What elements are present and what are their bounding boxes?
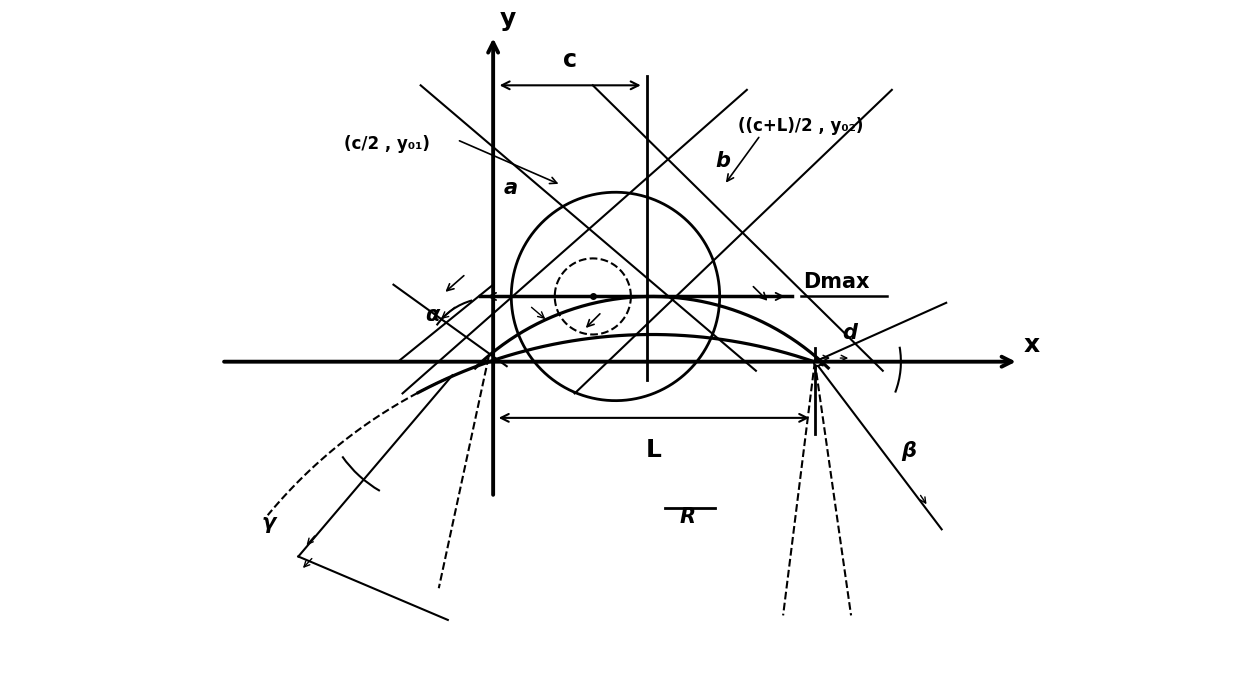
Text: R: R bbox=[680, 507, 696, 527]
Text: d: d bbox=[842, 323, 857, 343]
Text: ((c+L)/2 , y₀₂): ((c+L)/2 , y₀₂) bbox=[738, 117, 863, 135]
Text: a: a bbox=[503, 178, 518, 198]
Text: b: b bbox=[715, 151, 730, 171]
Text: γ: γ bbox=[262, 514, 277, 533]
Text: L: L bbox=[646, 438, 662, 462]
Text: x: x bbox=[1023, 333, 1039, 357]
Text: (c/2 , y₀₁): (c/2 , y₀₁) bbox=[343, 135, 429, 153]
Text: c: c bbox=[563, 48, 577, 72]
Text: y: y bbox=[500, 7, 516, 31]
Text: α: α bbox=[425, 305, 439, 325]
Text: β: β bbox=[901, 441, 916, 461]
Text: Dmax: Dmax bbox=[804, 272, 869, 292]
